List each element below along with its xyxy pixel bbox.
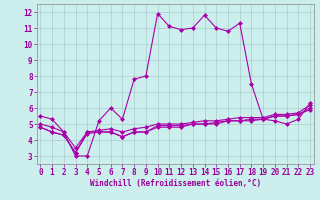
X-axis label: Windchill (Refroidissement éolien,°C): Windchill (Refroidissement éolien,°C) bbox=[90, 179, 261, 188]
